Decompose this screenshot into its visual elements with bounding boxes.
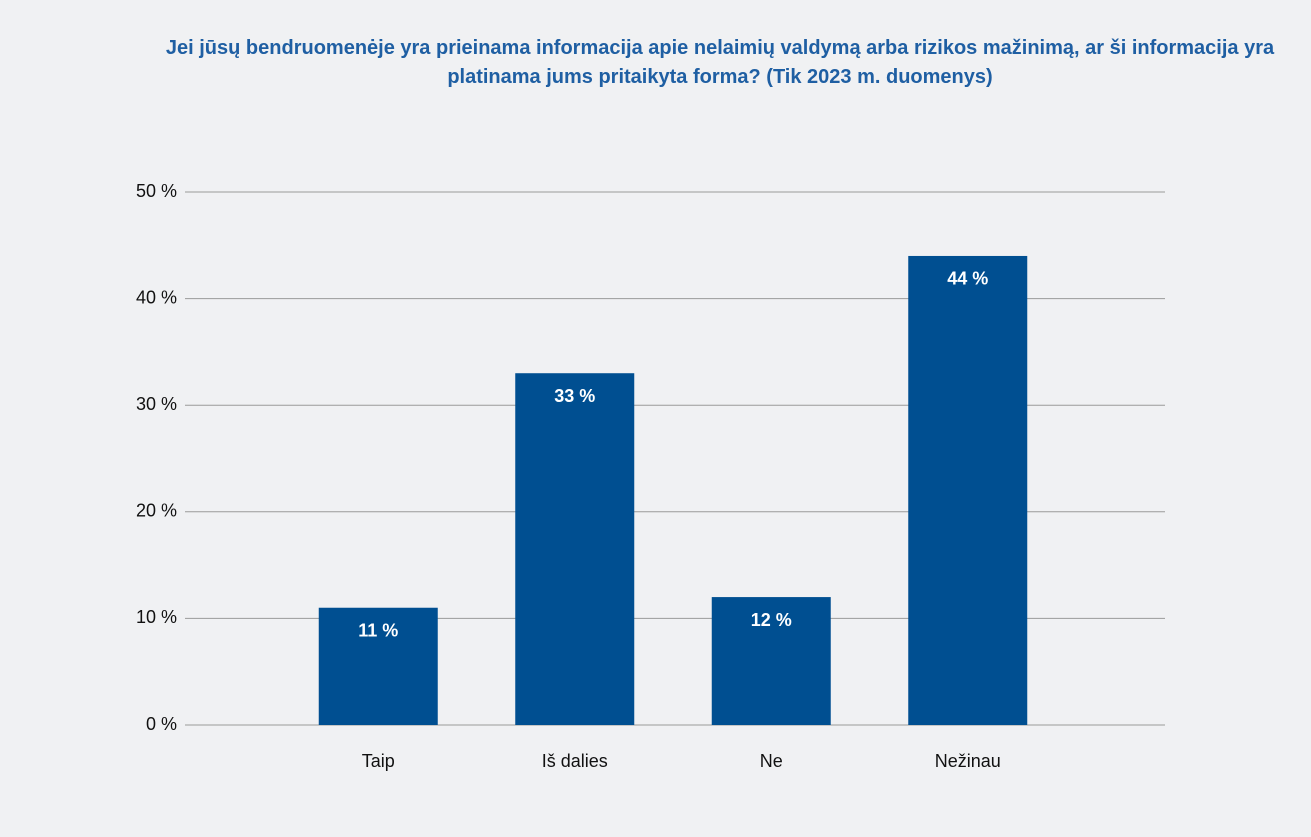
bar [515, 373, 635, 725]
bar [318, 607, 438, 725]
y-tick-label: 30 % [136, 394, 177, 414]
y-tick-label: 10 % [136, 607, 177, 627]
y-tick-label: 40 % [136, 287, 177, 307]
data-label: 44 % [947, 269, 988, 289]
x-tick-label: Iš dalies [542, 751, 608, 771]
x-tick-label: Ne [760, 751, 783, 771]
data-label: 12 % [751, 610, 792, 630]
data-label: 11 % [358, 620, 398, 640]
chart-title: Jei jūsų bendruomenėje yra prieinama inf… [165, 37, 1275, 88]
x-tick-label: Taip [362, 751, 395, 771]
y-tick-label: 50 % [136, 181, 177, 201]
x-tick-label: Nežinau [935, 751, 1001, 771]
data-label: 33 % [554, 386, 595, 406]
y-tick-label: 0 % [146, 714, 177, 734]
y-tick-label: 20 % [136, 501, 177, 521]
bar [908, 255, 1028, 725]
bar [711, 597, 831, 725]
